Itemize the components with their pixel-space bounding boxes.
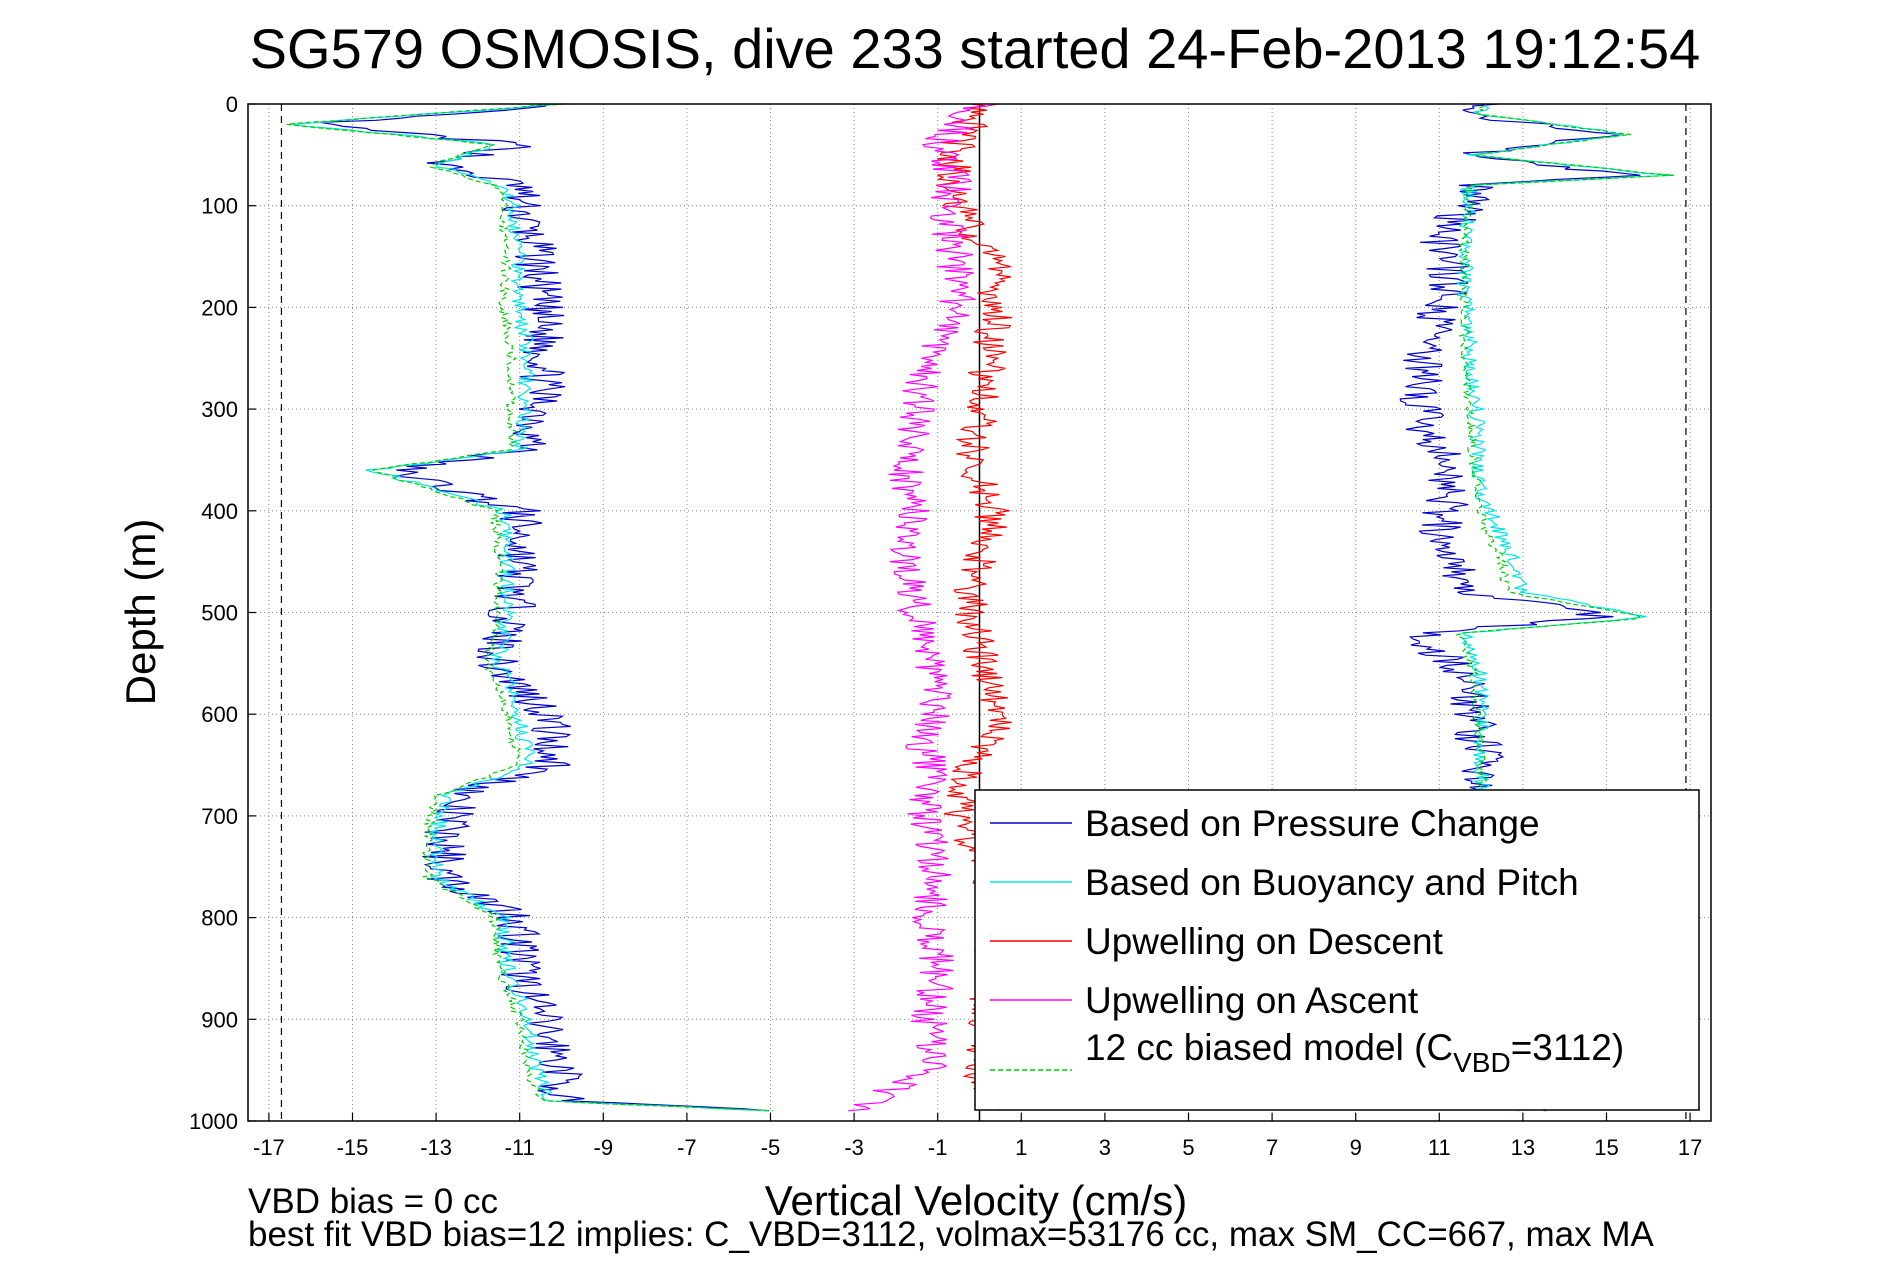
footnote-line-2: best fit VBD bias=12 implies: C_VBD=3112… — [248, 1215, 1654, 1254]
x-tick-label: -3 — [844, 1135, 864, 1160]
legend-label-pressure-change: Based on Pressure Change — [1085, 803, 1540, 844]
series-buoyancy-pitch-descent-line — [292, 103, 769, 1112]
x-tick-label: 17 — [1678, 1135, 1702, 1160]
y-axis-label: Depth (m) — [117, 519, 164, 706]
x-tick-label: -17 — [253, 1135, 285, 1160]
legend: Based on Pressure Change Based on Buoyanc… — [974, 789, 1700, 1111]
chart-title: SG579 OSMOSIS, dive 233 started 24-Feb-2… — [250, 17, 1701, 80]
legend-label-upwelling-ascent: Upwelling on Ascent — [1085, 980, 1419, 1021]
y-axis-ticks: 0 100 200 300 400 500 600 700 800 900 1000 — [189, 92, 256, 1134]
x-tick-label: 13 — [1511, 1135, 1535, 1160]
x-tick-label: -13 — [420, 1135, 452, 1160]
y-tick-label: 1000 — [189, 1109, 238, 1134]
y-tick-label: 900 — [201, 1007, 238, 1032]
x-tick-label: 7 — [1266, 1135, 1278, 1160]
x-tick-label: -5 — [761, 1135, 781, 1160]
y-tick-label: 400 — [201, 499, 238, 524]
y-tick-label: 700 — [201, 804, 238, 829]
x-tick-label: -15 — [337, 1135, 369, 1160]
x-tick-label: 15 — [1594, 1135, 1618, 1160]
legend-label-biased-model: 12 cc biased model (CVBD=3112) — [1085, 1027, 1624, 1078]
y-tick-label: 600 — [201, 702, 238, 727]
series-biased-model-ascent-line — [1455, 103, 1675, 1112]
x-tick-label: 5 — [1182, 1135, 1194, 1160]
series-upwelling-ascent-line — [848, 103, 998, 1112]
x-tick-label: -9 — [594, 1135, 614, 1160]
legend-box — [974, 789, 1700, 1111]
x-axis-label: Vertical Velocity (cm/s) — [765, 1177, 1187, 1224]
y-tick-label: 800 — [201, 906, 238, 931]
series-biased-model-descent-line — [286, 103, 774, 1112]
y-tick-label: 100 — [201, 194, 238, 219]
series-pressure-change-descent-line — [319, 103, 770, 1112]
x-tick-label: -11 — [505, 1135, 535, 1160]
x-tick-label: 9 — [1350, 1135, 1362, 1160]
footnote-line-1: VBD bias = 0 cc — [248, 1182, 498, 1221]
legend-label-buoyancy-pitch: Based on Buoyancy and Pitch — [1085, 862, 1579, 903]
legend-label-upwelling-descent: Upwelling on Descent — [1085, 921, 1444, 962]
x-tick-label: -1 — [928, 1135, 948, 1160]
x-tick-label: 1 — [1015, 1135, 1027, 1160]
y-tick-label: 300 — [201, 397, 238, 422]
x-tick-label: -7 — [677, 1135, 697, 1160]
x-axis-ticks: -17 -15 -13 -11 -9 -7 -5 -3 -1 1 3 5 7 9 11 13 15 17 — [253, 1113, 1702, 1160]
legend-items: Based on Pressure Change Based on Buoyanc… — [990, 803, 1624, 1078]
x-tick-label: 3 — [1099, 1135, 1111, 1160]
y-tick-label: 500 — [201, 601, 238, 626]
grid-layer — [248, 103, 1711, 1122]
y-tick-label: 0 — [226, 92, 238, 117]
x-tick-label: 11 — [1428, 1135, 1451, 1160]
y-tick-label: 200 — [201, 295, 238, 320]
